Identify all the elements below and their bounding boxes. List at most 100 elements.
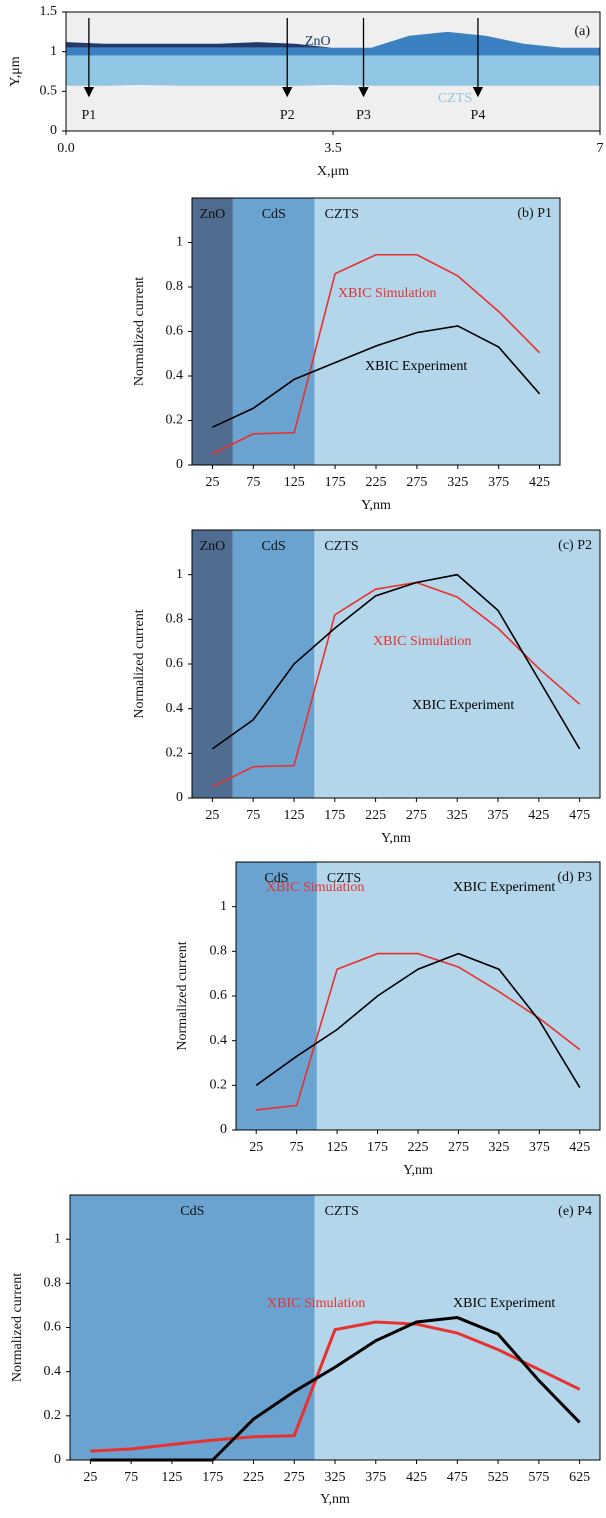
- x-tick-label: 25: [249, 1140, 263, 1155]
- x-tick-label: 225: [243, 1470, 264, 1485]
- layer-region: [70, 1195, 315, 1460]
- layer-region: [316, 862, 600, 1130]
- x-tick-label: 475: [569, 808, 590, 823]
- x-tick-label: 275: [406, 475, 427, 490]
- y-tick-label: 0: [54, 1452, 61, 1467]
- region-label: CdS: [180, 1204, 204, 1219]
- y-tick-label: 1: [176, 567, 183, 582]
- x-axis-label: Y,nm: [320, 1492, 350, 1507]
- x-tick-label: 75: [246, 475, 260, 490]
- x-tick-label: 125: [161, 1470, 182, 1485]
- y-tick-label: 0.6: [166, 324, 184, 339]
- region-label: CZTS: [327, 871, 361, 886]
- y-axis-label: Normalized current: [132, 277, 147, 386]
- x-tick-label: 3.5: [324, 141, 342, 156]
- layer-label: CdS: [437, 34, 461, 49]
- y-tick-label: 0.4: [166, 701, 184, 716]
- y-tick-label: 0.2: [166, 413, 184, 428]
- chart-title: (d) P3: [557, 870, 592, 885]
- x-tick-label: 425: [529, 475, 550, 490]
- x-tick-label: 325: [447, 475, 468, 490]
- x-tick-label: 175: [325, 475, 346, 490]
- layer-region: [192, 198, 233, 465]
- series-label: XBIC Experiment: [365, 359, 467, 374]
- region-label: CdS: [262, 207, 286, 222]
- region-label: CZTS: [324, 539, 358, 554]
- x-tick-label: 125: [284, 808, 305, 823]
- x-tick-label: 25: [205, 475, 219, 490]
- probe-label: P4: [471, 108, 486, 123]
- probe-label: P2: [280, 108, 295, 123]
- region-label: CdS: [264, 871, 288, 886]
- x-axis-label: Y,nm: [381, 831, 411, 846]
- x-tick-label: 275: [406, 808, 427, 823]
- x-axis-label: Y,nm: [361, 498, 391, 513]
- y-axis-label: Y,μm: [8, 56, 23, 86]
- x-tick-label: 25: [205, 808, 219, 823]
- series-label: XBIC Simulation: [338, 286, 436, 301]
- series-label: XBIC Simulation: [373, 634, 471, 649]
- region-label: ZnO: [200, 539, 226, 554]
- layer-region: [232, 198, 315, 465]
- y-tick-label: 0.8: [210, 944, 228, 959]
- series-line: [212, 581, 581, 788]
- region-label: CZTS: [325, 1204, 359, 1219]
- x-tick-label: 425: [569, 1140, 590, 1155]
- x-tick-label: 225: [366, 475, 387, 490]
- layer-label: CZTS: [438, 91, 472, 106]
- y-tick-label: 1: [176, 235, 183, 250]
- x-tick-label: 475: [447, 1470, 468, 1485]
- chart-title: (b) P1: [517, 206, 552, 221]
- layer-area: [66, 31, 600, 56]
- chart-title: (c) P2: [558, 538, 592, 553]
- series-line: [256, 952, 581, 1111]
- x-tick-label: 275: [284, 1470, 305, 1485]
- y-tick-label: 0.2: [210, 1078, 228, 1093]
- x-tick-label: 375: [488, 475, 509, 490]
- x-tick-label: 375: [529, 1140, 550, 1155]
- y-axis-label: Normalized current: [10, 1273, 25, 1382]
- region-label: ZnO: [200, 207, 226, 222]
- series-label: XBIC Simulation: [266, 880, 364, 895]
- x-tick-label: 75: [124, 1470, 138, 1485]
- x-tick-label: 175: [202, 1470, 223, 1485]
- y-tick-label: 0.8: [166, 612, 184, 627]
- layer-region: [314, 198, 560, 465]
- probe-label: P3: [356, 108, 371, 123]
- y-tick-label: 0.8: [166, 279, 184, 294]
- series-line: [255, 952, 581, 1088]
- y-tick-label: 1: [50, 44, 57, 59]
- y-tick-label: 0.4: [166, 368, 184, 383]
- y-tick-label: 0.2: [44, 1408, 62, 1423]
- x-tick-label: 375: [488, 808, 509, 823]
- layer-area: [66, 55, 600, 86]
- layer-area: [66, 42, 600, 48]
- x-tick-label: 25: [83, 1470, 97, 1485]
- chart-title: (e) P4: [558, 1204, 592, 1219]
- probe-label: P1: [81, 108, 96, 123]
- y-tick-label: 0.6: [166, 656, 184, 671]
- x-axis-label: Y,nm: [403, 1163, 433, 1178]
- region-label: CdS: [262, 539, 286, 554]
- x-tick-label: 325: [447, 808, 468, 823]
- y-tick-label: 0: [176, 790, 183, 805]
- series-label: XBIC Experiment: [453, 880, 555, 895]
- y-tick-label: 0: [220, 1122, 227, 1137]
- x-tick-label: 125: [284, 475, 305, 490]
- y-tick-label: 0: [176, 457, 183, 472]
- y-tick-label: 0.6: [210, 988, 228, 1003]
- region-label: CZTS: [325, 207, 359, 222]
- x-axis-label: X,μm: [317, 164, 349, 179]
- chart-title: (a): [574, 24, 590, 39]
- y-axis-label: Normalized current: [132, 609, 147, 718]
- x-tick-label: 325: [325, 1470, 346, 1485]
- series-line: [211, 573, 581, 750]
- x-tick-label: 425: [406, 1470, 427, 1485]
- x-tick-label: 75: [246, 808, 260, 823]
- x-tick-label: 125: [327, 1140, 348, 1155]
- y-tick-label: 0.5: [40, 84, 58, 99]
- series-line: [212, 325, 541, 428]
- y-tick-label: 0.4: [44, 1364, 62, 1379]
- series-label: XBIC Experiment: [412, 698, 514, 713]
